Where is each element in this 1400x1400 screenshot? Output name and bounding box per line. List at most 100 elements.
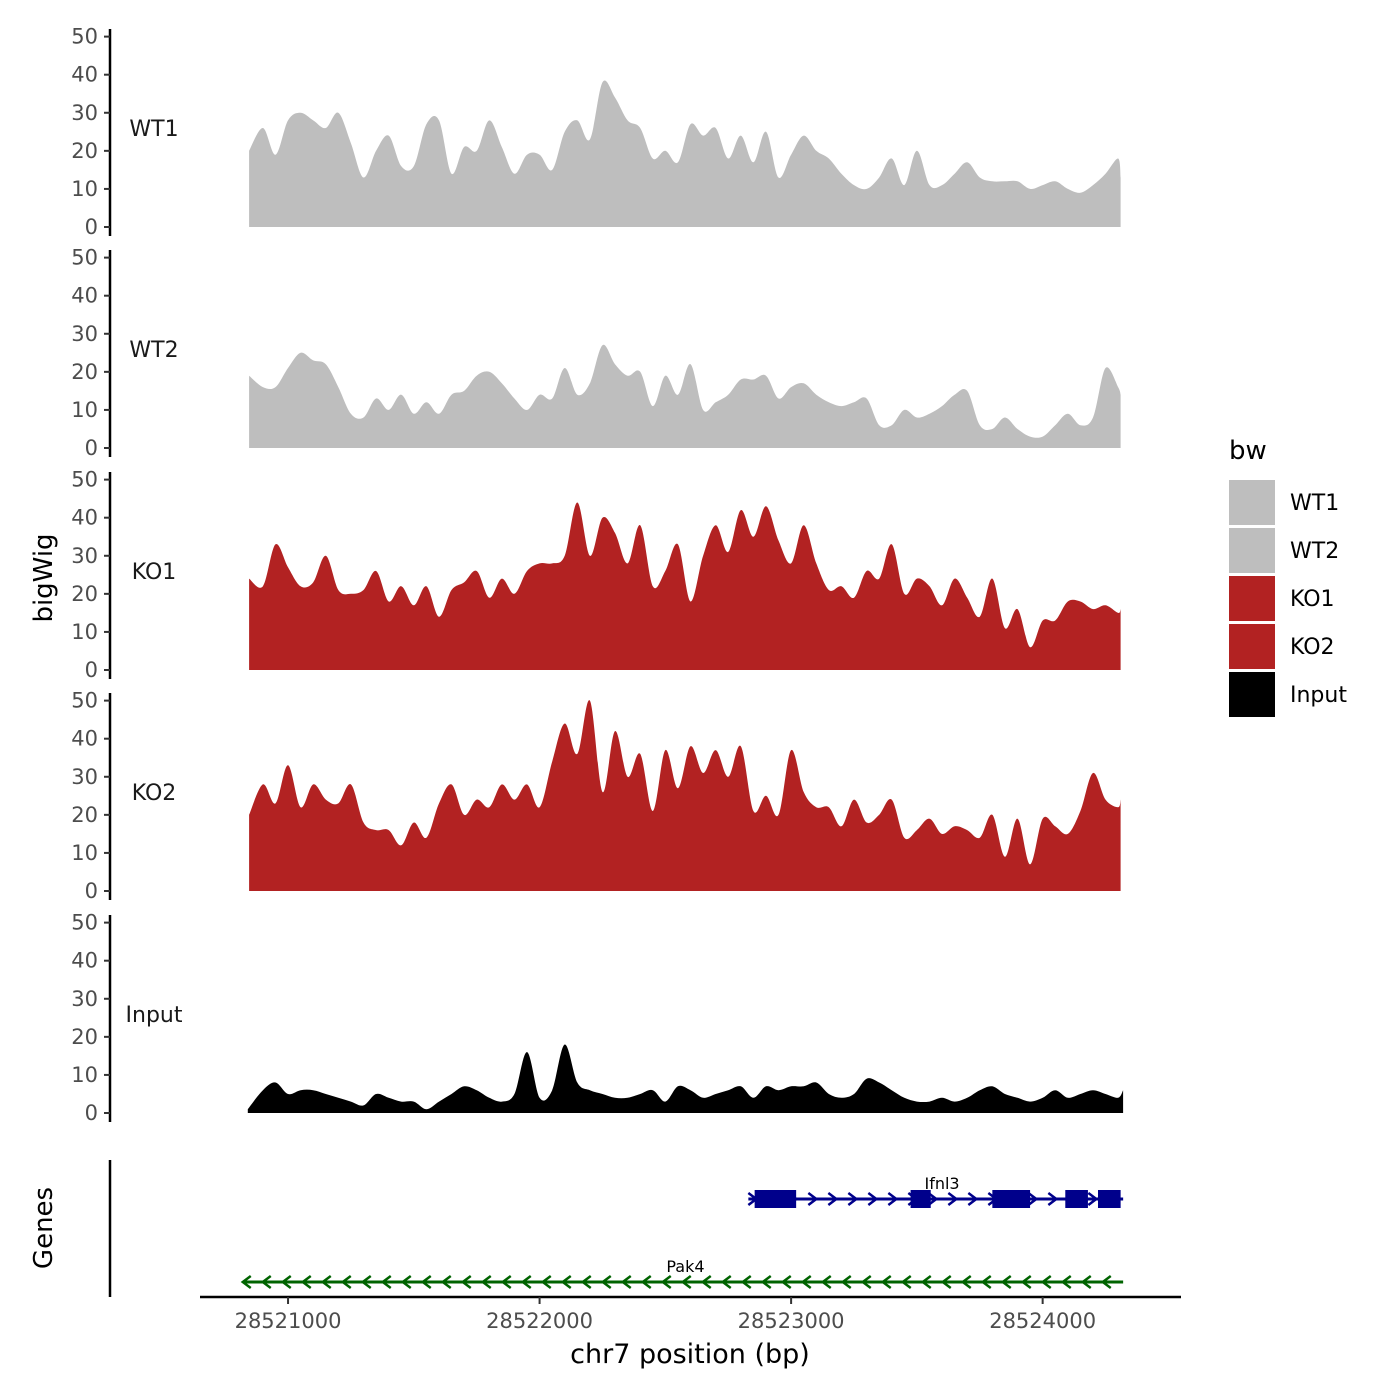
strand-chevron (500, 1275, 512, 1289)
genes-track: Ifnl3 Pak4 (108, 1160, 1124, 1297)
strand-chevron (947, 1192, 959, 1206)
strand-chevron (480, 1275, 492, 1289)
legend-label: WT2 (1290, 539, 1339, 564)
x-axis: 28521000 28522000 28523000 28524000 (200, 1295, 1181, 1333)
exon (1097, 1190, 1121, 1208)
y-tick-label: 0 (85, 215, 98, 239)
x-axis-title: chr7 position (bp) (570, 1339, 810, 1370)
y-axis-title: bigWig (29, 533, 59, 622)
y-tick-label: 40 (71, 949, 98, 973)
y-tick-label: 20 (71, 360, 98, 384)
strand-chevron (620, 1275, 632, 1289)
y-tick-label: 50 (71, 25, 98, 49)
strand-chevron (1087, 1192, 1099, 1206)
strand-chevron (927, 1192, 939, 1206)
strand-chevron (1100, 1275, 1112, 1289)
strand-chevron (800, 1275, 812, 1289)
exon (910, 1190, 931, 1208)
strand-chevron (420, 1275, 432, 1289)
area-wt2 (249, 344, 1121, 448)
strand-chevron (1000, 1275, 1012, 1289)
y-tick-label: 30 (71, 987, 98, 1011)
strand-chevron (580, 1275, 592, 1289)
strand-chevron (260, 1275, 272, 1289)
y-tick-label: 30 (71, 101, 98, 125)
strand-chevron (560, 1275, 572, 1289)
y-tick-label: 40 (71, 284, 98, 308)
strand-chevron (780, 1275, 792, 1289)
strand-chevron (980, 1275, 992, 1289)
strand-chevron (400, 1275, 412, 1289)
track-panel-input: 0 10 20 30 40 50 Input (71, 911, 1124, 1125)
y-tick-label: 20 (71, 582, 98, 606)
track-panel-wt2: 0 10 20 30 40 50 WT2 (71, 246, 1121, 460)
legend-swatch (1229, 480, 1275, 525)
y-tick-label: 10 (71, 398, 98, 422)
strand-chevron (920, 1275, 932, 1289)
y-tick-label: 10 (71, 841, 98, 865)
genes-axis-title: Genes (29, 1187, 59, 1269)
area-wt1 (249, 80, 1121, 227)
y-tick-label: 20 (71, 139, 98, 163)
strand-chevron (1060, 1275, 1072, 1289)
track-label-wt1: WT1 (129, 117, 178, 142)
legend-item-ko1: KO1 (1229, 576, 1335, 621)
track-label-input: Input (126, 1003, 183, 1028)
track-label-wt2: WT2 (129, 338, 178, 363)
strand-chevron (840, 1275, 852, 1289)
legend-swatch (1229, 528, 1275, 573)
y-tick-label: 20 (71, 803, 98, 827)
x-tick-label: 28521000 (235, 1309, 342, 1333)
strand-chevron (887, 1192, 899, 1206)
gene-label: Ifnl3 (924, 1174, 959, 1193)
legend-label: KO2 (1290, 635, 1335, 660)
track-label-ko1: KO1 (132, 560, 177, 585)
y-tick-label: 50 (71, 911, 98, 935)
legend: bw WT1 WT2 KO1 KO2 Input (1229, 436, 1347, 717)
y-tick-label: 50 (71, 468, 98, 492)
legend-item-wt1: WT1 (1229, 480, 1339, 525)
strand-chevron (340, 1275, 352, 1289)
track-panel-ko1: 0 10 20 30 40 50 KO1 (71, 468, 1121, 682)
y-tick-label: 0 (85, 436, 98, 460)
strand-chevron (847, 1192, 859, 1206)
legend-item-ko2: KO2 (1229, 624, 1335, 669)
legend-item-input: Input (1229, 672, 1347, 717)
strand-chevron (867, 1192, 879, 1206)
strand-chevron (960, 1275, 972, 1289)
track-panel-wt1: 0 10 20 30 40 50 WT1 (71, 25, 1121, 239)
y-tick-label: 40 (71, 727, 98, 751)
legend-swatch (1229, 672, 1275, 717)
y-tick-label: 10 (71, 620, 98, 644)
y-tick-label: 10 (71, 1063, 98, 1087)
strand-chevron (660, 1275, 672, 1289)
legend-label: KO1 (1290, 587, 1335, 612)
strand-chevron (860, 1275, 872, 1289)
x-tick-label: 28523000 (738, 1309, 845, 1333)
strand-chevron (540, 1275, 552, 1289)
strand-chevron (440, 1275, 452, 1289)
gene-ifnl3: Ifnl3 (747, 1174, 1124, 1208)
strand-chevron (640, 1275, 652, 1289)
strand-chevron (520, 1275, 532, 1289)
x-tick-label: 28524000 (989, 1309, 1096, 1333)
strand-chevron (720, 1275, 732, 1289)
strand-chevron (240, 1275, 252, 1289)
y-tick-label: 20 (71, 1025, 98, 1049)
strand-chevron (460, 1275, 472, 1289)
track-panel-ko2: 0 10 20 30 40 50 KO2 (71, 689, 1121, 903)
y-tick-label: 40 (71, 63, 98, 87)
strand-chevron (1040, 1275, 1052, 1289)
gene-pak4: Pak4 (240, 1257, 1124, 1290)
exon (1065, 1190, 1088, 1208)
strand-chevron (1047, 1192, 1059, 1206)
strand-chevron (760, 1275, 772, 1289)
legend-label: WT1 (1290, 491, 1339, 516)
area-ko2 (249, 700, 1121, 891)
strand-chevron (1027, 1192, 1039, 1206)
strand-chevron (320, 1275, 332, 1289)
legend-swatch (1229, 624, 1275, 669)
strand-chevron (1080, 1275, 1092, 1289)
strand-chevron (827, 1192, 839, 1206)
